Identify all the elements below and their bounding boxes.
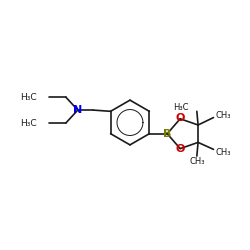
- Text: H₃C: H₃C: [173, 103, 188, 112]
- Text: H₃C: H₃C: [20, 118, 37, 128]
- Text: CH₃: CH₃: [189, 156, 204, 166]
- Text: B: B: [163, 129, 172, 139]
- Text: O: O: [176, 113, 185, 123]
- Text: H₃C: H₃C: [20, 93, 37, 102]
- Text: O: O: [176, 144, 185, 154]
- Text: CH₃: CH₃: [216, 148, 231, 157]
- Text: N: N: [73, 105, 83, 115]
- Text: CH₃: CH₃: [216, 111, 231, 120]
